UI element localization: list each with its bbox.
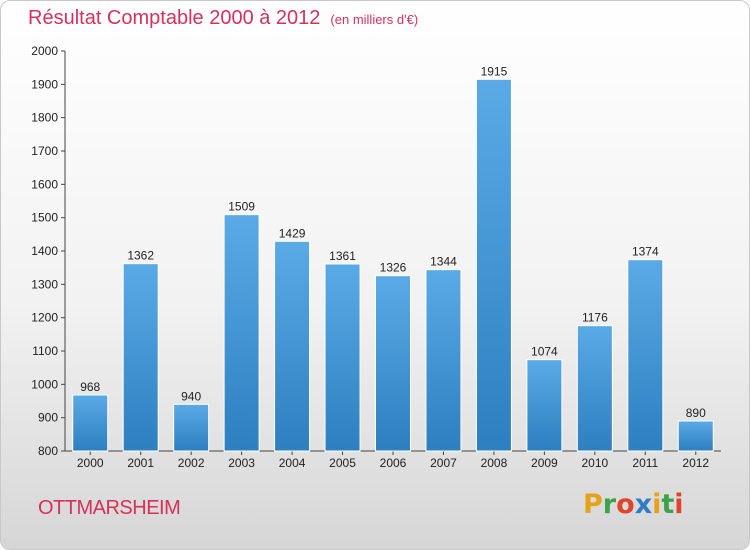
bar-2006 bbox=[375, 275, 411, 452]
value-label-2005: 1361 bbox=[329, 249, 356, 263]
value-label-2008: 1915 bbox=[481, 64, 508, 78]
x-tick-label-2011: 2011 bbox=[632, 456, 658, 470]
x-tick-label-2005: 2005 bbox=[329, 456, 356, 470]
y-tick-label: 1500 bbox=[31, 211, 58, 225]
bar-2008 bbox=[475, 78, 512, 452]
value-label-2012: 890 bbox=[686, 406, 706, 420]
proxiti-logo: Proxiti bbox=[583, 489, 684, 520]
logo-letter: t bbox=[661, 489, 675, 520]
value-label-2002: 940 bbox=[181, 389, 201, 403]
logo-letter: x bbox=[634, 489, 653, 520]
chart-title: Résultat Comptable 2000 à 2012 (en millie… bbox=[28, 7, 418, 30]
logo-letter: o bbox=[616, 489, 635, 520]
bar-2000 bbox=[72, 394, 109, 452]
bar-2009 bbox=[526, 359, 563, 452]
commune-name: OTTMARSHEIM bbox=[38, 497, 181, 519]
value-label-2000: 968 bbox=[80, 380, 100, 394]
value-label-2004: 1429 bbox=[279, 226, 306, 240]
x-tick-label-2012: 2012 bbox=[682, 456, 709, 470]
bars bbox=[72, 78, 714, 452]
value-labels: 968 1362 940 1509 1429 1361 1326 1344 1915 1074 11… bbox=[80, 64, 706, 420]
value-label-2009: 1074 bbox=[531, 345, 558, 359]
logo-letter: r bbox=[602, 489, 617, 520]
x-tick-label-2006: 2006 bbox=[380, 456, 407, 470]
x-axis: 2000 2001 2002 2003 2004 2005 2006 2007 2008 2009… bbox=[65, 450, 721, 470]
value-label-2010: 1176 bbox=[582, 311, 608, 325]
y-tick-label: 1300 bbox=[31, 277, 58, 291]
bar-2002 bbox=[173, 403, 210, 452]
x-tick-label-2001: 2001 bbox=[127, 456, 154, 470]
y-tick-label: 1100 bbox=[32, 344, 58, 358]
value-label-2006: 1326 bbox=[380, 261, 407, 275]
x-tick-label-2007: 2007 bbox=[430, 456, 457, 470]
bar-2001 bbox=[122, 263, 159, 452]
bar-2011 bbox=[627, 259, 664, 452]
x-tick-label-2003: 2003 bbox=[228, 456, 255, 470]
bar-2010 bbox=[576, 325, 613, 452]
y-tick-label: 1000 bbox=[31, 377, 58, 391]
y-axis: 800 900 1000 1100 1200 1300 1400 1500 1600 1700 18… bbox=[31, 44, 66, 458]
y-tick-label: 1900 bbox=[31, 77, 58, 91]
chart-title-text: Résultat Comptable 2000 à 2012 bbox=[28, 7, 321, 29]
x-tick-label-2002: 2002 bbox=[178, 456, 205, 470]
value-label-2001: 1362 bbox=[127, 249, 154, 263]
y-tick-label: 2000 bbox=[31, 44, 58, 58]
logo-letter: P bbox=[583, 489, 603, 520]
x-tick-label-2009: 2009 bbox=[531, 456, 558, 470]
value-label-2003: 1509 bbox=[228, 200, 255, 214]
y-tick-label: 1600 bbox=[31, 177, 58, 191]
value-label-2011: 1374 bbox=[632, 245, 659, 259]
y-tick-label: 1700 bbox=[31, 144, 58, 158]
chart-subtitle: (en milliers d'€) bbox=[330, 12, 419, 27]
x-tick-label-2008: 2008 bbox=[481, 456, 508, 470]
y-tick-label: 1800 bbox=[31, 111, 58, 125]
value-label-2007: 1344 bbox=[430, 255, 457, 269]
bar-2003 bbox=[223, 214, 260, 452]
x-tick-label-2010: 2010 bbox=[581, 456, 608, 470]
bar-2007 bbox=[425, 269, 462, 452]
bar-2005 bbox=[324, 263, 361, 452]
logo-letter: i bbox=[652, 489, 662, 520]
x-tick-label-2000: 2000 bbox=[77, 456, 104, 470]
x-tick-label-2004: 2004 bbox=[279, 456, 306, 470]
y-tick-label: 1400 bbox=[31, 244, 58, 258]
y-tick-label: 900 bbox=[38, 411, 58, 425]
y-tick-label: 1200 bbox=[31, 311, 58, 325]
bar-2004 bbox=[274, 240, 311, 452]
bar-2012 bbox=[677, 420, 714, 452]
logo-letter: i bbox=[674, 489, 684, 520]
y-tick-label: 800 bbox=[38, 444, 58, 458]
